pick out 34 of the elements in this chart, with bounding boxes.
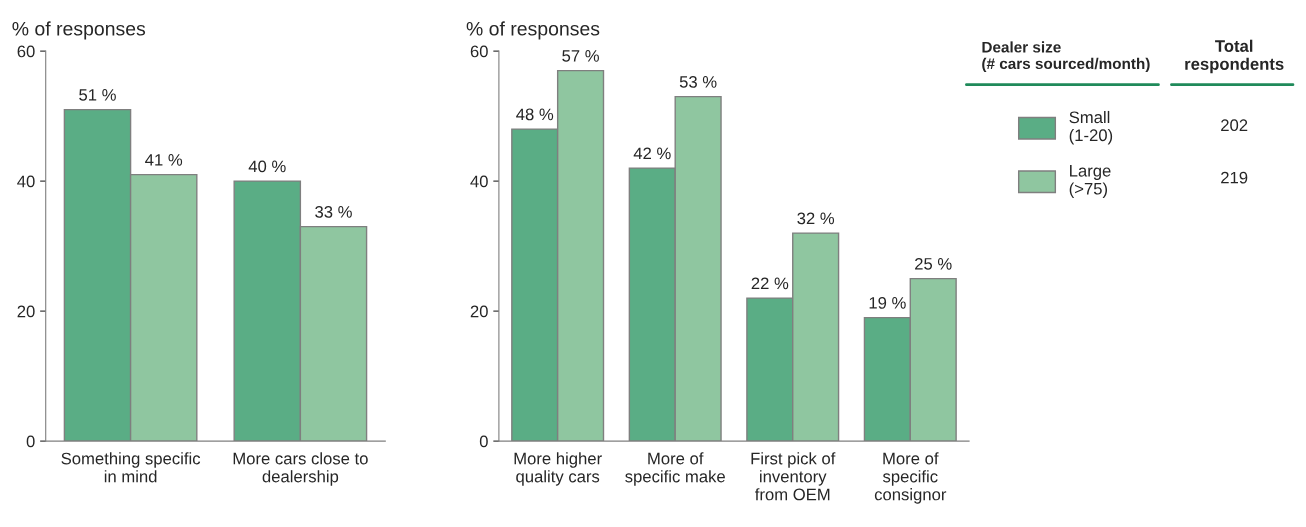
- data-label: 33 %: [315, 205, 352, 218]
- data-label: 51 %: [79, 89, 116, 101]
- data-label: 25 %: [915, 257, 952, 270]
- data-label: 32 %: [797, 212, 835, 225]
- data-label: 48 %: [516, 108, 554, 121]
- data-label: 42 %: [633, 147, 671, 160]
- x-tick-label: More of specific make: [625, 452, 725, 486]
- data-label: 57 %: [562, 50, 599, 62]
- y-tick-label: 40: [470, 175, 488, 188]
- y-tick-label: 20: [17, 305, 35, 318]
- legend-title: Dealer size (# cars sourced/month): [982, 41, 1150, 73]
- data-label: 53 %: [679, 75, 717, 88]
- y-tick-label: 0: [479, 435, 488, 448]
- y-tick-label: 40: [17, 175, 35, 188]
- y-tick-label: 0: [26, 435, 35, 448]
- legend-label: Small (1-20): [1069, 110, 1113, 145]
- y-axis-title: % of responses: [466, 21, 600, 40]
- y-tick-label: 60: [17, 45, 35, 58]
- data-label: 41 %: [145, 154, 183, 166]
- y-tick-label: 60: [470, 45, 488, 58]
- x-tick-label: More higher quality cars: [514, 452, 602, 486]
- text: Total respondents: [1185, 39, 1284, 74]
- x-tick-label: More of specific consignor: [874, 452, 947, 504]
- text: 202: [1221, 119, 1248, 132]
- data-label: 19 %: [869, 296, 906, 309]
- data-label: 22 %: [751, 277, 789, 290]
- y-axis-title: % of responses: [12, 21, 146, 40]
- x-tick-label: Something specific in mind: [61, 452, 201, 483]
- y-tick-label: 20: [470, 305, 488, 318]
- x-tick-label: First pick of inventory from OEM: [751, 452, 836, 501]
- data-label: 40 %: [248, 160, 286, 173]
- x-tick-label: More cars close to dealership: [233, 452, 368, 486]
- legend-label: Large (>75): [1069, 165, 1111, 198]
- text: 219: [1221, 171, 1248, 184]
